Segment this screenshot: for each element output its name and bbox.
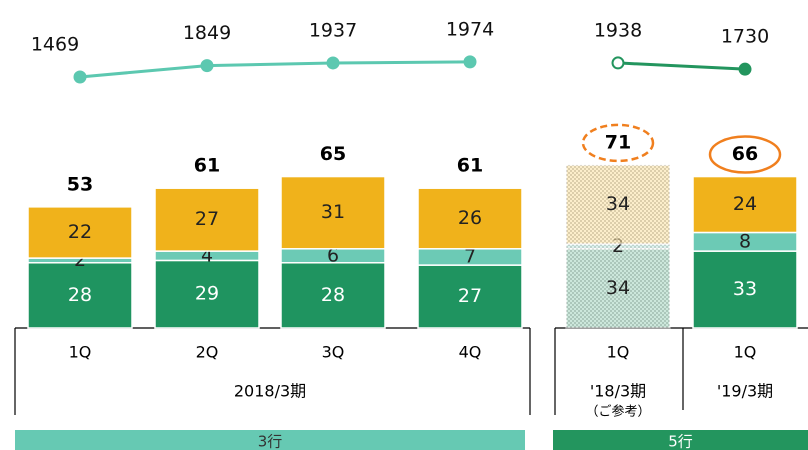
segment-label: 26: [458, 207, 482, 229]
band: [553, 430, 808, 450]
x-tick-label: 2Q: [196, 343, 219, 362]
segment-label: 22: [68, 221, 92, 243]
segment-label: 28: [68, 284, 92, 306]
line-value-label: 1974: [446, 18, 494, 40]
bar-segment: [280, 262, 386, 329]
bar-segment: [154, 187, 260, 252]
x-tick-label: 1Q: [607, 343, 630, 362]
segment-label: 31: [321, 201, 345, 223]
bar-segment: [692, 250, 798, 329]
segment-label: 28: [321, 284, 345, 306]
bar-segment: [417, 187, 523, 250]
line-marker: [463, 55, 477, 69]
line-marker: [326, 56, 340, 70]
total-label: 65: [320, 143, 346, 165]
total-label: 61: [457, 155, 483, 177]
total-label: 71: [605, 131, 631, 153]
line-marker: [738, 62, 752, 76]
total-label: 61: [194, 155, 220, 177]
bar-segment: [280, 175, 386, 250]
hatch: [566, 164, 670, 245]
band-label: 3行: [258, 433, 283, 450]
segment-label: 33: [733, 278, 757, 300]
bar-segment: [27, 262, 133, 329]
segment-label: 7: [464, 245, 476, 267]
line: [617, 61, 746, 71]
segment-label: 8: [739, 230, 751, 252]
segment-label: 6: [327, 244, 339, 266]
line: [79, 60, 471, 79]
x-tick-label: 1Q: [734, 343, 757, 362]
bar-segment: [27, 206, 133, 259]
total-label: 66: [732, 143, 758, 165]
period-label: '19/3期: [717, 382, 773, 401]
x-tick-label: 4Q: [459, 343, 482, 362]
line-value-label: 1730: [721, 26, 769, 48]
line-marker: [73, 70, 87, 84]
period-label: '18/3期: [590, 382, 646, 401]
band-label: 5行: [668, 433, 693, 450]
hatch: [566, 244, 670, 249]
segment-label: 27: [458, 285, 482, 307]
period-label: 2018/3期: [234, 382, 306, 401]
bar-segment: [692, 175, 798, 234]
segment-label: 27: [195, 208, 219, 230]
band: [15, 430, 525, 450]
line-marker: [611, 56, 625, 70]
x-tick-label: 3Q: [322, 343, 345, 362]
total-label: 53: [67, 173, 93, 195]
line-value-label: 1937: [309, 19, 357, 41]
line-marker: [200, 59, 214, 73]
line-value-label: 1849: [183, 22, 231, 44]
hatch: [566, 248, 670, 328]
bar-segment: [154, 259, 260, 329]
x-tick-label: 1Q: [69, 343, 92, 362]
line-value-label: 1469: [31, 34, 79, 56]
segment-label: 34: [606, 277, 630, 299]
segment-label: 29: [195, 283, 219, 305]
highlight: [581, 123, 655, 163]
highlight: [708, 135, 782, 174]
line-value-label: 1938: [594, 19, 642, 41]
segment-label: 34: [606, 193, 630, 215]
table-lines: [14, 327, 808, 415]
note: （ご参考）: [585, 404, 650, 420]
segment-label: 24: [733, 193, 757, 215]
